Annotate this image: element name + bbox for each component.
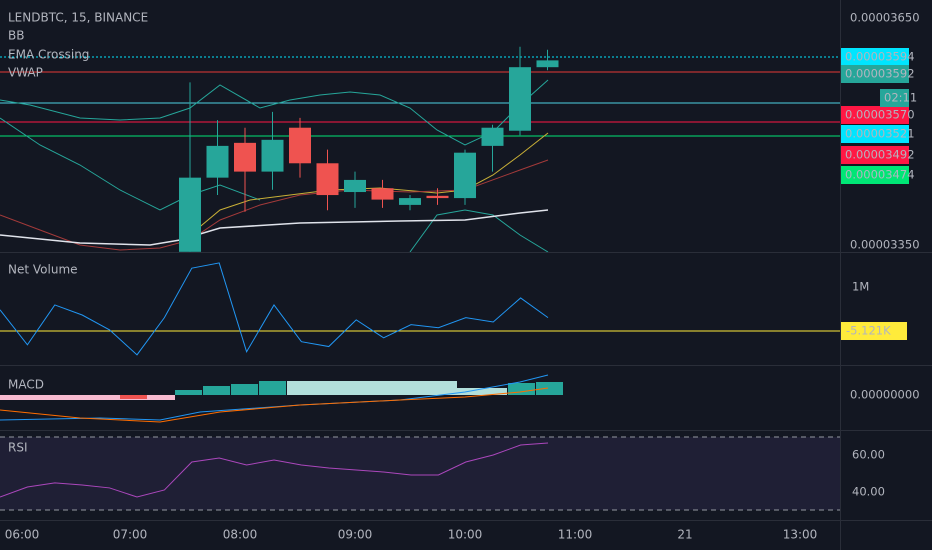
rsi-line xyxy=(0,442,549,498)
pane-title: Net Volume xyxy=(8,263,78,277)
price-tag: 0.00003521 xyxy=(845,127,915,141)
nv-last-bg xyxy=(841,322,907,340)
time-label: 09:00 xyxy=(338,528,373,542)
rsi-tick-label: 40.00 xyxy=(852,485,885,499)
countdown-bg xyxy=(880,89,909,107)
symbol: LENDBTC, 15, BINANCE xyxy=(8,11,148,25)
time-label: 10:00 xyxy=(448,528,483,542)
price-tag-bg xyxy=(841,106,909,124)
macd-zero-label: 0.00000000 xyxy=(850,388,920,402)
candle-body xyxy=(454,152,476,199)
candle-body xyxy=(206,145,229,178)
macd-pane xyxy=(0,374,563,423)
price-tag: 0.00003592 xyxy=(845,67,915,81)
candle-body xyxy=(509,67,531,131)
candles xyxy=(179,46,559,252)
time-label: 21 xyxy=(677,528,692,542)
bb-lower-right xyxy=(409,209,549,252)
time-label: 07:00 xyxy=(113,528,148,542)
candle-body xyxy=(536,60,559,68)
pane-title: MACD xyxy=(8,378,44,392)
price-tag-bg xyxy=(841,125,909,143)
candle-body xyxy=(234,142,256,172)
price-tag: 0.00003474 xyxy=(845,168,915,182)
nv-tick-label: 1M xyxy=(852,280,869,294)
candle-body xyxy=(179,177,201,252)
candle-body xyxy=(426,195,449,199)
price-tag: 0.00003492 xyxy=(845,148,915,162)
price-tick-label: 0.00003650 xyxy=(850,11,920,25)
candle-body xyxy=(316,163,339,196)
price-tag-bg xyxy=(841,65,909,83)
bb-upper xyxy=(0,79,549,146)
price-tag: 0.00003594 xyxy=(845,50,915,64)
time-label: 08:00 xyxy=(223,528,258,542)
indicator-label: VWAP xyxy=(8,66,43,80)
price-tag-bg xyxy=(841,48,909,66)
time-label: 11:00 xyxy=(558,528,593,542)
vwap xyxy=(0,209,549,246)
candle-body xyxy=(481,127,504,146)
candle-body xyxy=(399,198,421,205)
price-tag: 0.00003570 xyxy=(845,108,915,122)
time-label: 06:00 xyxy=(5,528,40,542)
bb-lower xyxy=(0,117,261,211)
candle-body xyxy=(261,139,284,172)
rsi-band xyxy=(0,436,840,511)
time-label: 13:00 xyxy=(783,528,818,542)
rsi-tick-label: 60.00 xyxy=(852,448,885,462)
nv-line xyxy=(0,262,549,356)
candle-body xyxy=(289,127,311,164)
price-lines xyxy=(0,56,840,137)
countdown: 02:11 xyxy=(884,91,917,105)
candle-body xyxy=(344,179,366,193)
pane-title: RSI xyxy=(8,441,28,455)
indicator-label: BB xyxy=(8,29,24,43)
nv-last-label: -5.121K xyxy=(846,324,891,338)
bb-basis xyxy=(189,132,549,236)
price-tag-bg xyxy=(841,166,909,184)
indicator-label: EMA Crossing xyxy=(8,48,89,62)
candle-body xyxy=(371,188,394,200)
price-tag-bg xyxy=(841,146,909,164)
price-tick-label: 0.00003350 xyxy=(850,238,920,252)
